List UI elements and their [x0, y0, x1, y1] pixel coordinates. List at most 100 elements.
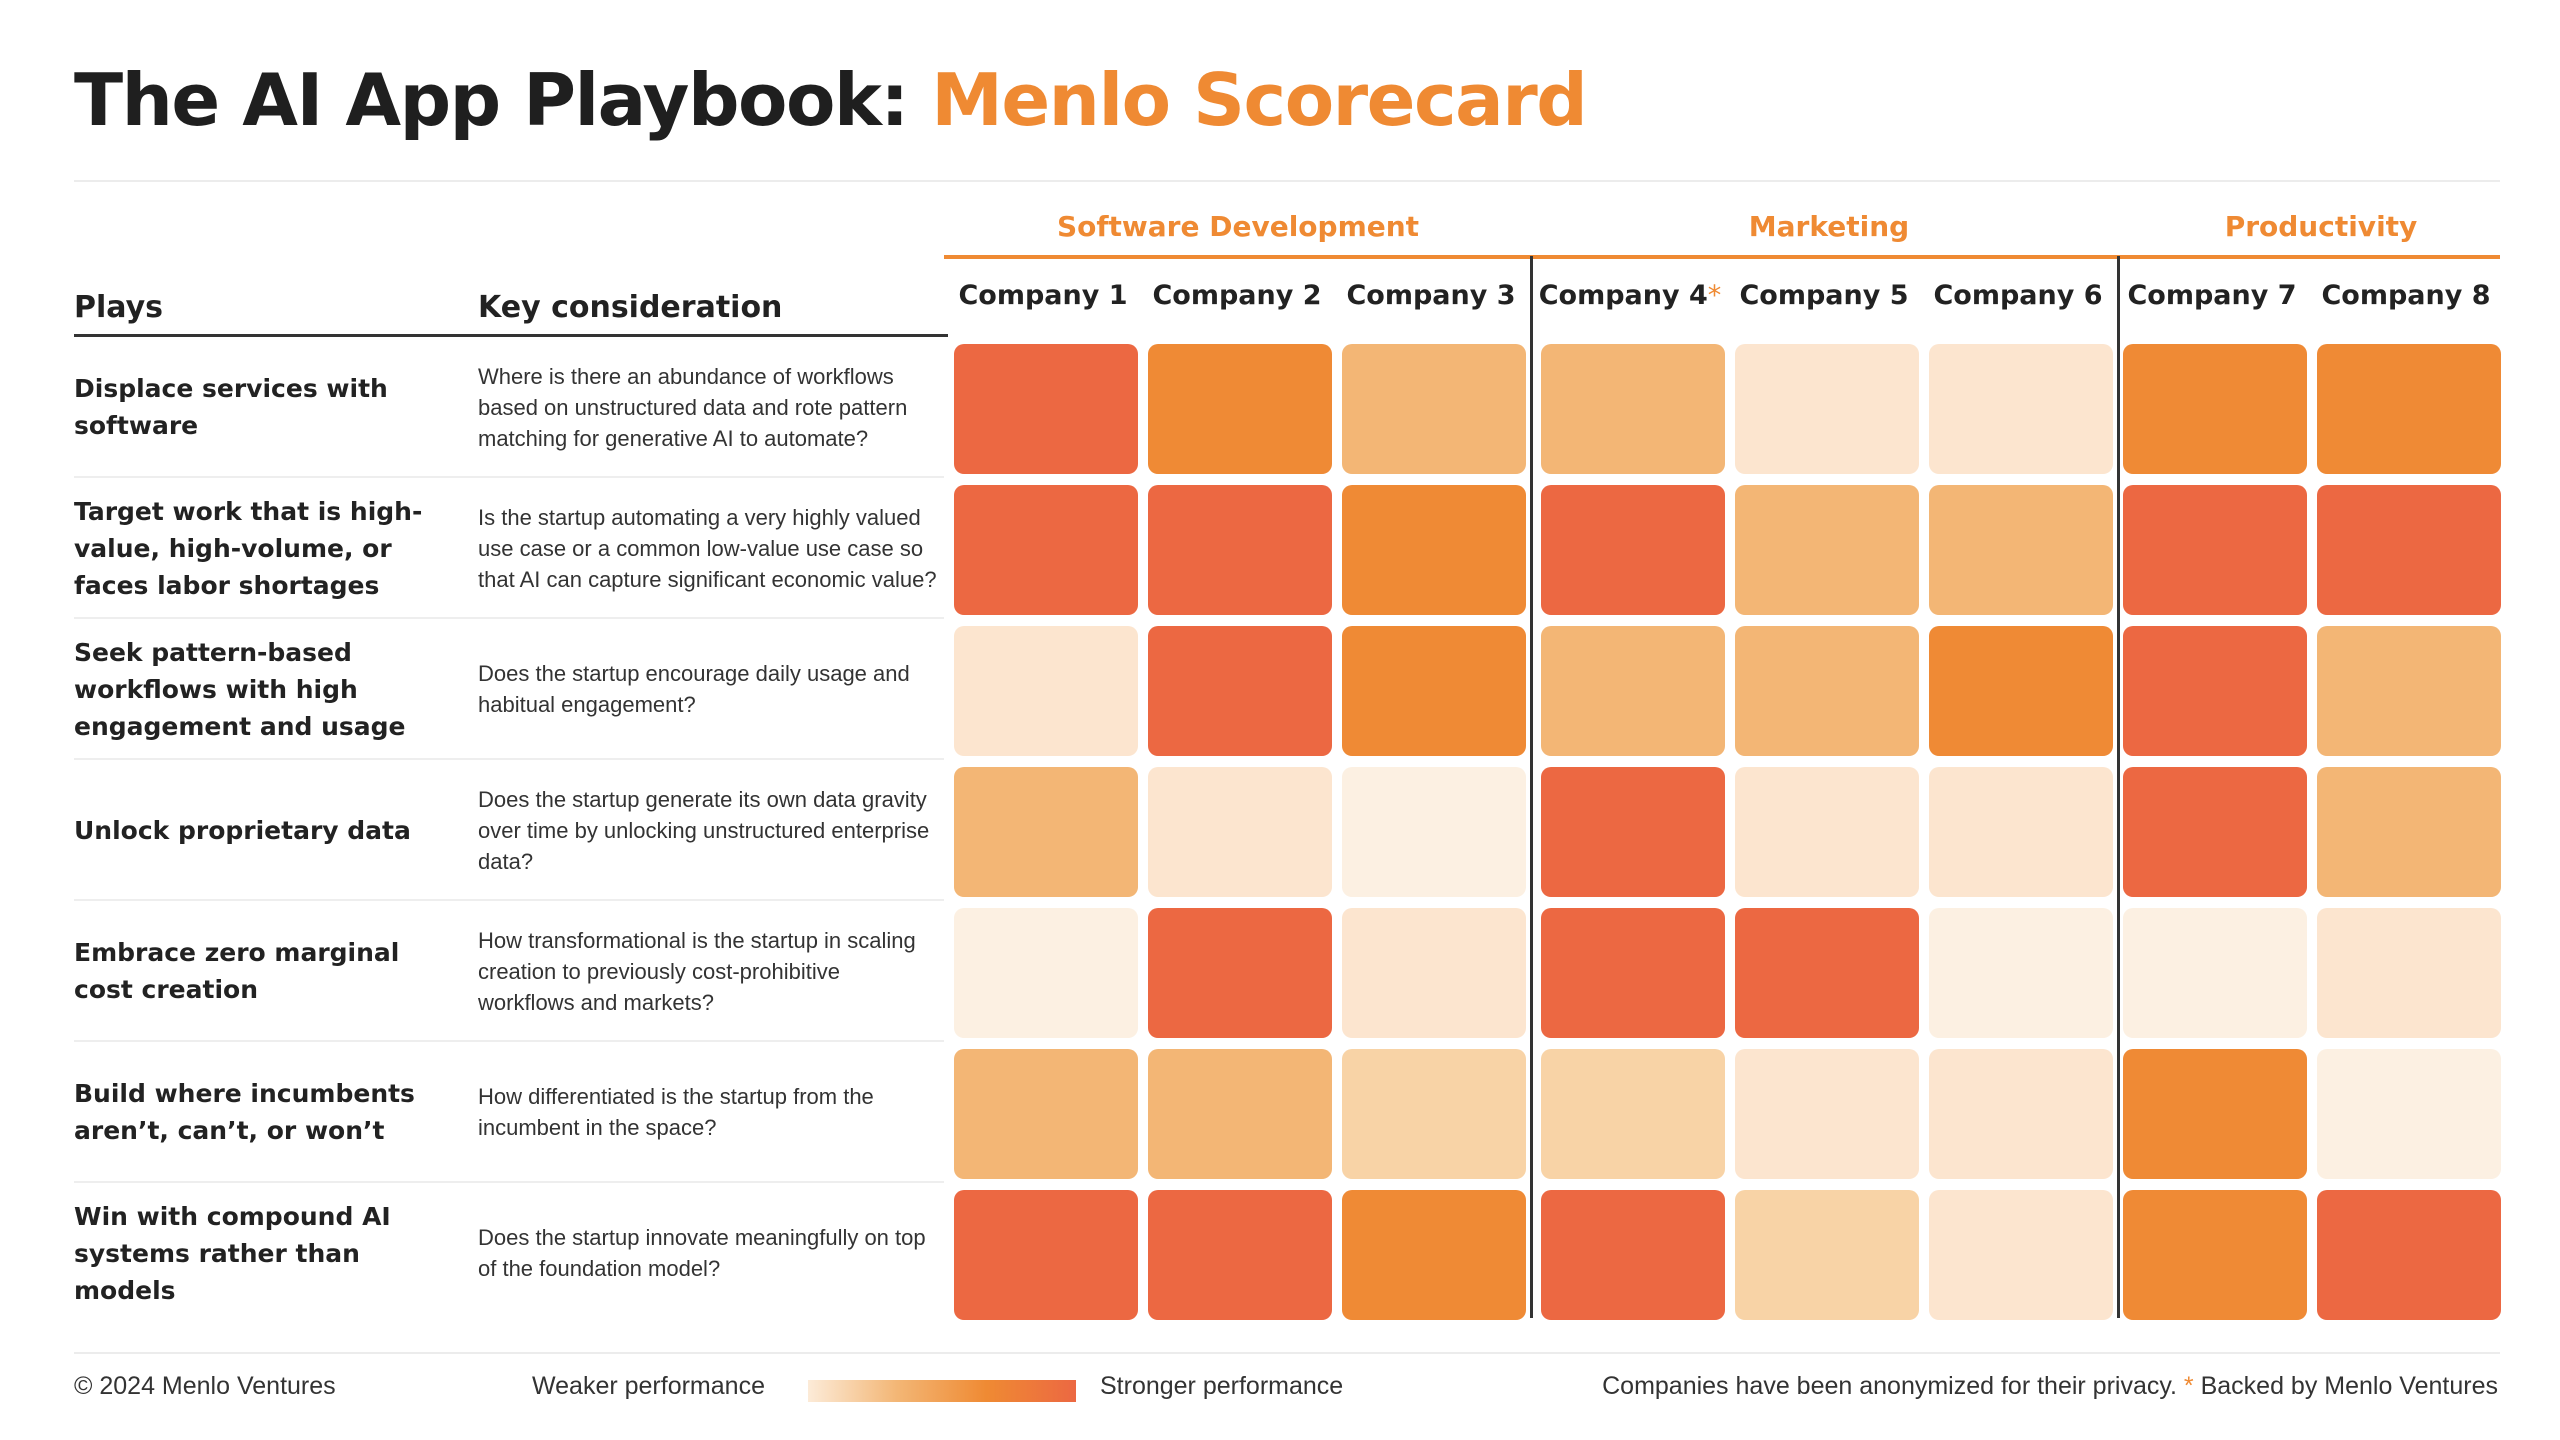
heatmap-cell [2317, 767, 2501, 897]
heatmap-cell [2123, 767, 2307, 897]
group-underline [944, 255, 2500, 259]
heatmap-cell [2317, 908, 2501, 1038]
play-label: Displace services with software [74, 374, 388, 440]
title-accent: Menlo Scorecard [931, 58, 1588, 142]
heatmap-cell [2123, 1049, 2307, 1179]
column-header-company-3: Company 3 [1346, 280, 1516, 311]
group-separator [2117, 256, 2120, 1318]
play-label: Unlock proprietary data [74, 815, 411, 845]
heatmap-cell [1929, 1190, 2113, 1320]
heatmap-cell [1735, 908, 1919, 1038]
heatmap-cell [1148, 626, 1332, 756]
heatmap-cell [1342, 1190, 1526, 1320]
heatmap-cell [1929, 485, 2113, 615]
heatmap-cell [1541, 767, 1725, 897]
heatmap-cell [1148, 344, 1332, 474]
heatmap-cell [2317, 1190, 2501, 1320]
heatmap-cell [2317, 1049, 2501, 1179]
legend-weak-label: Weaker performance [532, 1372, 765, 1400]
heatmap-cell [2123, 1190, 2307, 1320]
legend-strong-label: Stronger performance [1100, 1372, 1344, 1400]
title-main: The AI App Playbook: [74, 58, 909, 142]
heatmap-cell [1148, 1190, 1332, 1320]
heatmap-cell [2317, 626, 2501, 756]
heatmap-cell [2317, 344, 2501, 474]
heatmap-cell [1929, 908, 2113, 1038]
title-divider [74, 180, 2500, 182]
column-header-company-7: Company 7 [2127, 280, 2297, 311]
privacy-note: Companies have been anonymized for their… [1602, 1372, 2498, 1401]
consideration-text: Does the startup generate its own data g… [478, 786, 930, 874]
column-header-company-4: Company 4* [1538, 280, 1722, 311]
group-label-productivity: Productivity [2224, 210, 2418, 243]
group-label-software-development: Software Development [1056, 210, 1420, 243]
row-divider [74, 758, 944, 760]
heatmap-cell [1929, 767, 2113, 897]
row-divider [74, 1181, 944, 1183]
consideration-text: Does the startup encourage daily usage a… [478, 661, 910, 717]
heatmap-cell [1541, 1190, 1725, 1320]
row-divider [74, 617, 944, 619]
heatmap-cell [1342, 485, 1526, 615]
page-title: The AI App Playbook: Menlo Scorecard [74, 58, 1588, 142]
heatmap-cell [954, 626, 1138, 756]
play-label: Target work that is high-value, high-vol… [74, 496, 423, 600]
consideration-text: How differentiated is the startup from t… [478, 1084, 874, 1140]
heatmap-cell [1148, 767, 1332, 897]
heatmap-cell [1541, 1049, 1725, 1179]
heatmap-cell [1735, 626, 1919, 756]
heatmap-cell [1735, 344, 1919, 474]
heatmap-cell [1541, 485, 1725, 615]
heatmap-cell [1541, 908, 1725, 1038]
heatmap-cell [1541, 626, 1725, 756]
column-header-company-8: Company 8 [2321, 280, 2491, 311]
heatmap-cell [954, 767, 1138, 897]
consideration-text: Does the startup innovate meaningfully o… [478, 1225, 926, 1281]
heatmap-cell [1342, 908, 1526, 1038]
heatmap-cell [2123, 485, 2307, 615]
heatmap-cell [1735, 767, 1919, 897]
row-divider [74, 476, 944, 478]
footer-divider [74, 1352, 2500, 1354]
heatmap-cell [1148, 1049, 1332, 1179]
heatmap-cell [1148, 485, 1332, 615]
heatmap-cell [954, 485, 1138, 615]
heatmap-cell [2317, 485, 2501, 615]
column-header-company-1: Company 1 [958, 280, 1128, 311]
copyright-text: © 2024 Menlo Ventures [74, 1372, 336, 1400]
heatmap-cell [2123, 344, 2307, 474]
column-header-company-6: Company 6 [1933, 280, 2103, 311]
play-label: Seek pattern-based workflows with high e… [74, 637, 406, 741]
heatmap-cell [954, 344, 1138, 474]
heatmap-cell [1735, 485, 1919, 615]
legend-gradient-bar [808, 1380, 1076, 1402]
heatmap-cell [1342, 344, 1526, 474]
heatmap-cell [954, 1049, 1138, 1179]
heatmap-cell [1541, 344, 1725, 474]
consideration-text: Where is there an abundance of workflows… [478, 363, 908, 451]
column-header-company-5: Company 5 [1739, 280, 1909, 311]
heatmap-cell [954, 908, 1138, 1038]
heatmap-cell [1929, 1049, 2113, 1179]
backed-text: Backed by Menlo Ventures [2200, 1372, 2498, 1400]
row-divider [74, 899, 944, 901]
row-divider [74, 1040, 944, 1042]
key-consideration-header: Key consideration [478, 290, 783, 325]
heatmap-cell [1929, 344, 2113, 474]
heatmap-cell [2123, 908, 2307, 1038]
heatmap-cell [2123, 626, 2307, 756]
backed-star: * [2183, 1372, 2194, 1400]
play-label: Win with compound AI systems rather than… [74, 1201, 391, 1305]
group-separator [1530, 256, 1533, 1318]
heatmap-cell [1735, 1190, 1919, 1320]
heatmap-cell [1929, 626, 2113, 756]
heatmap-cell [1148, 908, 1332, 1038]
column-header-company-2: Company 2 [1152, 280, 1322, 311]
consideration-text: How transformational is the startup in s… [478, 927, 916, 1015]
heatmap-cell [1735, 1049, 1919, 1179]
heatmap-cell [954, 1190, 1138, 1320]
header-underline [74, 334, 948, 337]
heatmap-cell [1342, 767, 1526, 897]
privacy-text: Companies have been anonymized for their… [1602, 1372, 2177, 1400]
